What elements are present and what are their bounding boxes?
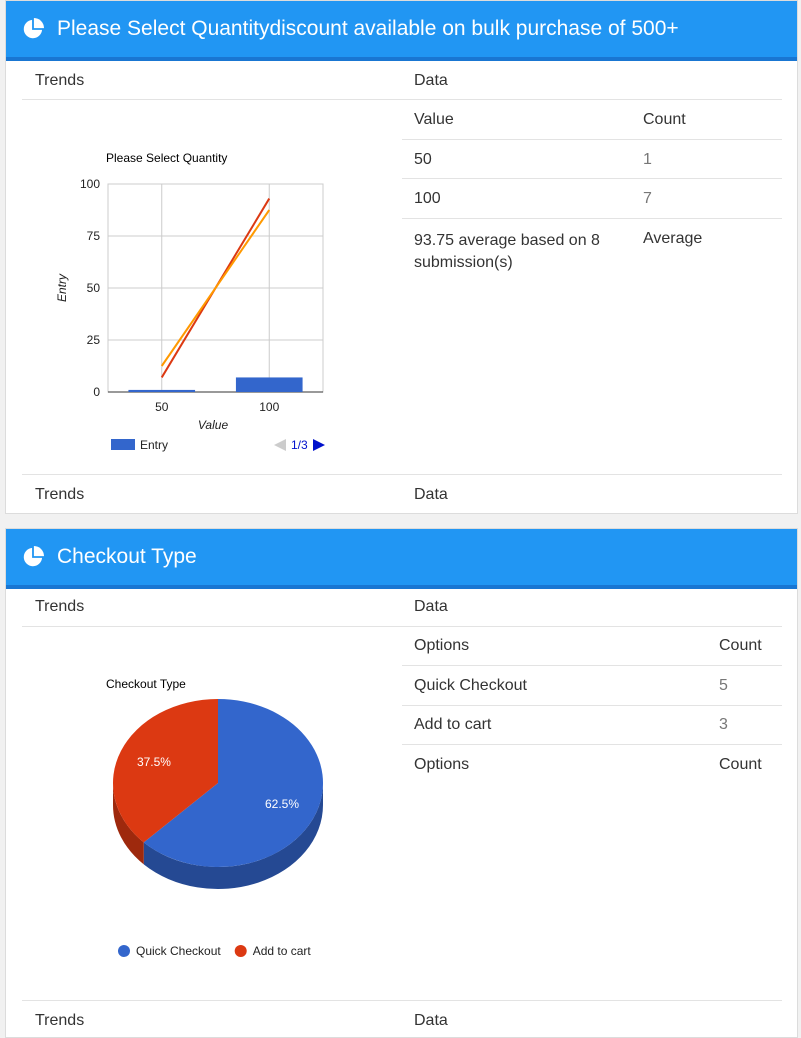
data-label: Data (414, 1012, 448, 1029)
pie-chart-icon (23, 18, 44, 39)
bar[interactable] (235, 377, 303, 392)
legend-label: Quick Checkout (136, 944, 221, 958)
pie-slice[interactable] (112, 699, 218, 843)
legend-label: Entry (140, 438, 168, 452)
data-label: Data (414, 486, 448, 503)
pie-slice-side (143, 783, 323, 889)
panel-title: Checkout Type (57, 545, 197, 568)
divider (402, 665, 782, 666)
table-cell-value: 100 (414, 190, 441, 207)
y-axis-label: Entry (55, 273, 69, 302)
x-tick-label: 100 (259, 400, 279, 414)
trends-label: Trends (35, 486, 85, 503)
divider (22, 99, 782, 100)
column-header-options: Options (414, 637, 470, 654)
divider (22, 474, 782, 475)
average-summary: 93.75 average based on 8 submission(s) (414, 232, 600, 271)
table-cell-count: 3 (719, 716, 728, 733)
column-footer-options: Options (414, 756, 470, 773)
quantity-panel: Please Select Quantitydiscount available… (5, 0, 798, 514)
divider (22, 1000, 782, 1001)
trends-label: Trends (35, 598, 85, 615)
divider (402, 218, 782, 219)
divider (402, 744, 782, 745)
column-header-count: Count (719, 637, 762, 654)
divider (22, 626, 782, 627)
trendline (160, 209, 271, 367)
y-tick-label: 25 (87, 333, 101, 347)
y-tick-label: 50 (87, 281, 101, 295)
table-cell-option: Quick Checkout (414, 677, 527, 694)
pie-slice-side (113, 783, 144, 865)
average-label: Average (643, 230, 703, 247)
trends-label: Trends (35, 1012, 85, 1029)
table-cell-count: 1 (643, 151, 652, 168)
bar[interactable] (128, 389, 196, 392)
panel-title: Please Select Quantitydiscount available… (57, 17, 679, 40)
pie-slice-label: 62.5% (265, 797, 299, 811)
table-cell-count: 5 (719, 677, 728, 694)
pie-slice-label: 37.5% (137, 755, 171, 769)
checkout-pie-chart: Checkout Type 62.5% 37.5% Quick Checkout A… (106, 677, 323, 958)
legend-marker (118, 945, 130, 957)
checkout-panel: Checkout Type Trends Data Options Count … (5, 528, 798, 1038)
pie-chart-icon (23, 546, 44, 567)
legend-label: Add to cart (253, 944, 312, 958)
column-header-count: Count (643, 111, 686, 128)
chart-title: Please Select Quantity (106, 151, 227, 165)
data-label: Data (414, 598, 448, 615)
column-header-value: Value (414, 111, 454, 128)
checkout-panel-header: Checkout Type (6, 529, 797, 589)
y-tick-label: 0 (93, 385, 100, 399)
quantity-panel-header: Please Select Quantitydiscount available… (6, 1, 797, 61)
x-axis-label: Value (198, 418, 229, 432)
column-footer-count: Count (719, 756, 762, 773)
pager-prev-icon[interactable] (274, 439, 286, 451)
trends-label: Trends (35, 72, 85, 89)
legend-marker (234, 945, 247, 957)
divider (402, 178, 782, 179)
divider (402, 705, 782, 706)
chart-title: Checkout Type (106, 677, 186, 691)
pager-count: 1/3 (291, 438, 308, 452)
table-cell-count: 7 (643, 190, 652, 207)
x-tick-label: 50 (155, 400, 169, 414)
data-label: Data (414, 72, 448, 89)
y-tick-label: 100 (80, 177, 100, 191)
y-tick-label: 75 (87, 229, 101, 243)
pie-slice[interactable] (143, 699, 323, 867)
legend-swatch (111, 439, 135, 450)
table-cell-value: 50 (414, 151, 432, 168)
divider (402, 139, 782, 140)
table-cell-option: Add to cart (414, 716, 492, 733)
pager-next-icon[interactable] (313, 439, 325, 451)
